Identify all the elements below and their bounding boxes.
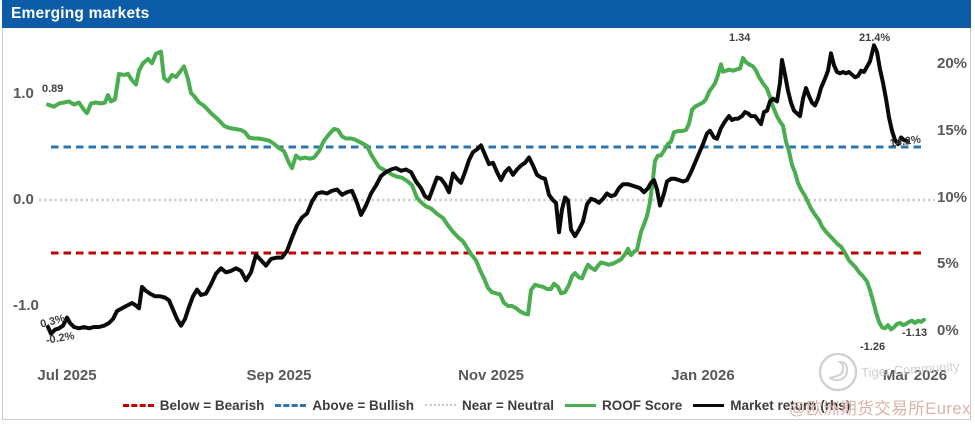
legend-swatch (564, 403, 596, 407)
y-right-tick-label: 0% (937, 322, 959, 339)
series-line-market-return-rhs- (46, 43, 910, 336)
y-right-tick-label: 20% (937, 55, 968, 72)
value-annotation: -1.26 (860, 341, 886, 353)
legend-swatch (693, 403, 725, 407)
legend-item-roof-score: ROOF Score (564, 397, 683, 413)
value-annotation: -1.13 (902, 327, 928, 339)
legend-label: Near = Neutral (462, 397, 554, 413)
legend-item-below-bearish: Below = Bearish (122, 397, 265, 413)
chart-title: Emerging markets (11, 5, 150, 22)
legend-swatch (425, 404, 457, 406)
legend-swatch (122, 403, 154, 407)
chart-legend: Below = Bearish Above = Bullish Near = Neu… (3, 393, 970, 417)
legend-label: ROOF Score (601, 397, 683, 413)
x-axis-tick-label: Jul 2025 (37, 367, 97, 384)
y-right-tick-label: 5% (937, 255, 959, 273)
legend-item-above-bullish: Above = Bullish (275, 398, 414, 413)
x-axis-tick-label: Nov 2025 (458, 367, 524, 384)
legend-label: Market return (rhs) (730, 397, 851, 413)
legend-swatch (275, 403, 307, 407)
x-axis-tick-label: Mar 2026 (882, 367, 948, 384)
y-left-tick-label: 0.0 (13, 191, 34, 208)
x-axis-tick-label: Jan 2026 (671, 367, 735, 384)
value-annotation: 0.89 (42, 83, 64, 95)
legend-label: Above = Bullish (312, 397, 415, 413)
series-line-roof-score (46, 49, 926, 332)
y-right-tick-label: 15% (937, 121, 968, 139)
value-annotation: 21.4% (859, 32, 891, 44)
legend-item-near-neutral: Near = Neutral (425, 398, 554, 413)
y-right-tick-label: 10% (937, 188, 968, 206)
y-left-tick-label: 1.0 (13, 85, 34, 102)
x-axis-tick-label: Sep 2025 (246, 367, 312, 384)
legend-label: Below = Bearish (159, 397, 265, 413)
y-left-tick-label: -1.0 (13, 297, 39, 314)
legend-item-market-return-rhs-: Market return (rhs) (693, 398, 850, 413)
chart-title-bar: Emerging markets (2, 0, 971, 28)
value-annotation: 1.34 (729, 32, 751, 44)
